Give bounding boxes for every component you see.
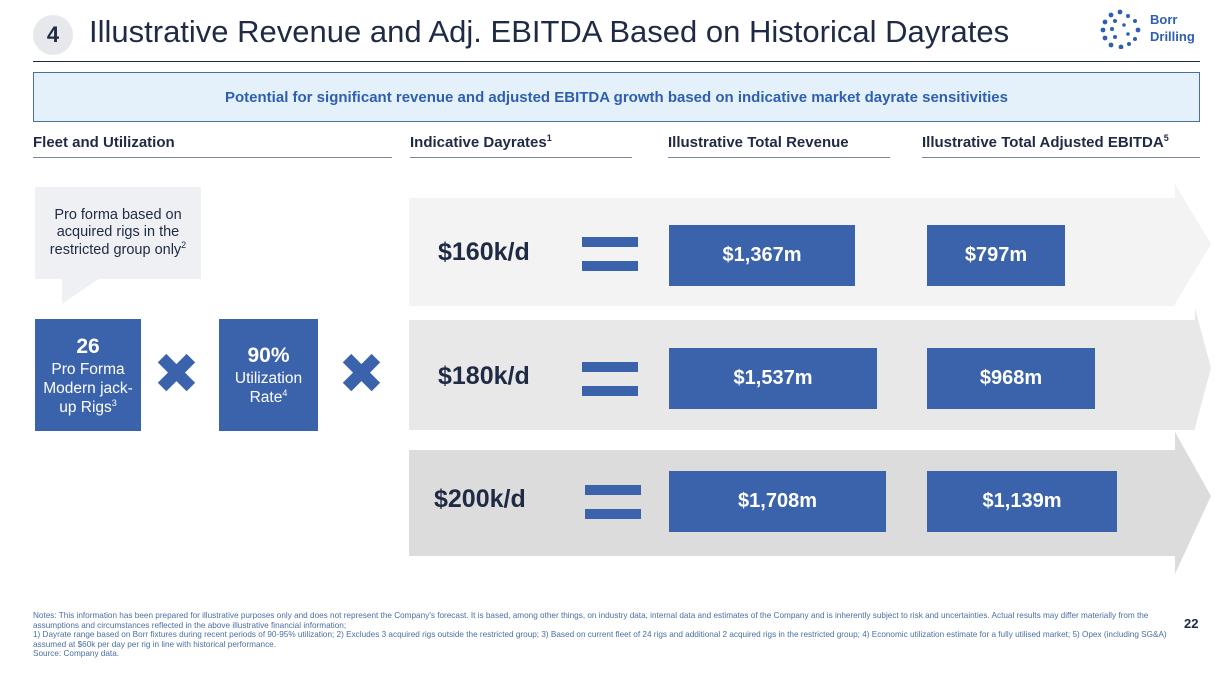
heading-revenue-text: Illustrative Total Revenue bbox=[668, 134, 849, 151]
dayrate-200: $200k/d bbox=[434, 485, 526, 513]
company-logo: Borr Drilling bbox=[1100, 9, 1210, 49]
fleet-size-box: 26 Pro Forma Modern jack-up Rigs3 bbox=[35, 319, 141, 431]
heading-ebitda-text: Illustrative Total Adjusted EBITDA bbox=[922, 134, 1164, 151]
footnote-1-marker: 1 bbox=[546, 133, 552, 143]
heading-dayrates: Indicative Dayrates1 bbox=[410, 133, 552, 152]
logo-wordmark: Borr Drilling bbox=[1150, 11, 1195, 45]
heading-fleet-rule bbox=[33, 157, 392, 158]
page-number: 22 bbox=[1184, 616, 1199, 631]
equals-icon bbox=[582, 237, 638, 271]
footnote-3-marker: 3 bbox=[111, 397, 117, 408]
ebitda-180: $968m bbox=[927, 348, 1095, 409]
pro-forma-callout: Pro forma based on acquired rigs in the … bbox=[35, 187, 201, 279]
multiply-icon-2: ✖ bbox=[338, 342, 385, 405]
equals-icon bbox=[582, 362, 638, 396]
fleet-size-value: 26 bbox=[76, 334, 100, 358]
revenue-160: $1,367m bbox=[669, 225, 855, 286]
callout-pointer bbox=[62, 278, 100, 304]
fleet-size-label: Pro Forma Modern jack-up Rigs bbox=[43, 360, 133, 416]
footnote-4-marker: 4 bbox=[282, 387, 288, 398]
heading-fleet-text: Fleet and Utilization bbox=[33, 134, 175, 151]
heading-fleet-utilization: Fleet and Utilization bbox=[33, 134, 175, 151]
borr-logo-icon bbox=[1100, 9, 1141, 49]
ebitda-200: $1,139m bbox=[927, 471, 1117, 532]
notes-intro: Notes: This information has been prepare… bbox=[33, 611, 1149, 630]
title-divider bbox=[33, 61, 1200, 62]
dayrate-180: $180k/d bbox=[438, 362, 530, 390]
heading-revenue-rule bbox=[668, 157, 890, 158]
notes-list: 1) Dayrate range based on Borr fixtures … bbox=[33, 630, 1167, 649]
page-title: Illustrative Revenue and Adj. EBITDA Bas… bbox=[89, 14, 1010, 49]
headline-banner: Potential for significant revenue and ad… bbox=[33, 72, 1200, 122]
utilization-label: Utilization Rate bbox=[234, 370, 303, 406]
source-line: Source: Company data. bbox=[33, 649, 120, 659]
multiply-icon: ✖ bbox=[153, 342, 200, 405]
utilization-value: 90% bbox=[247, 344, 290, 367]
logo-line-2: Drilling bbox=[1150, 29, 1195, 44]
revenue-180: $1,537m bbox=[669, 348, 877, 409]
heading-revenue: Illustrative Total Revenue bbox=[668, 134, 849, 151]
heading-ebitda: Illustrative Total Adjusted EBITDA5 bbox=[922, 133, 1169, 152]
heading-ebitda-rule bbox=[922, 157, 1200, 158]
logo-line-1: Borr bbox=[1150, 12, 1178, 27]
revenue-200: $1,708m bbox=[669, 471, 886, 532]
section-number-badge: 4 bbox=[33, 15, 73, 55]
dayrate-160: $160k/d bbox=[438, 238, 530, 266]
utilization-box: 90% Utilization Rate4 bbox=[219, 319, 318, 431]
callout-text: Pro forma based on acquired rigs in the … bbox=[49, 206, 182, 258]
heading-dayrates-text: Indicative Dayrates bbox=[410, 134, 547, 151]
footnote-2-marker: 2 bbox=[181, 239, 187, 250]
footnote-5-marker: 5 bbox=[1163, 133, 1169, 143]
footnotes: Notes: This information has been prepare… bbox=[33, 611, 1168, 659]
equals-icon bbox=[585, 485, 641, 519]
ebitda-160: $797m bbox=[927, 225, 1065, 286]
heading-dayrates-rule bbox=[410, 157, 632, 158]
